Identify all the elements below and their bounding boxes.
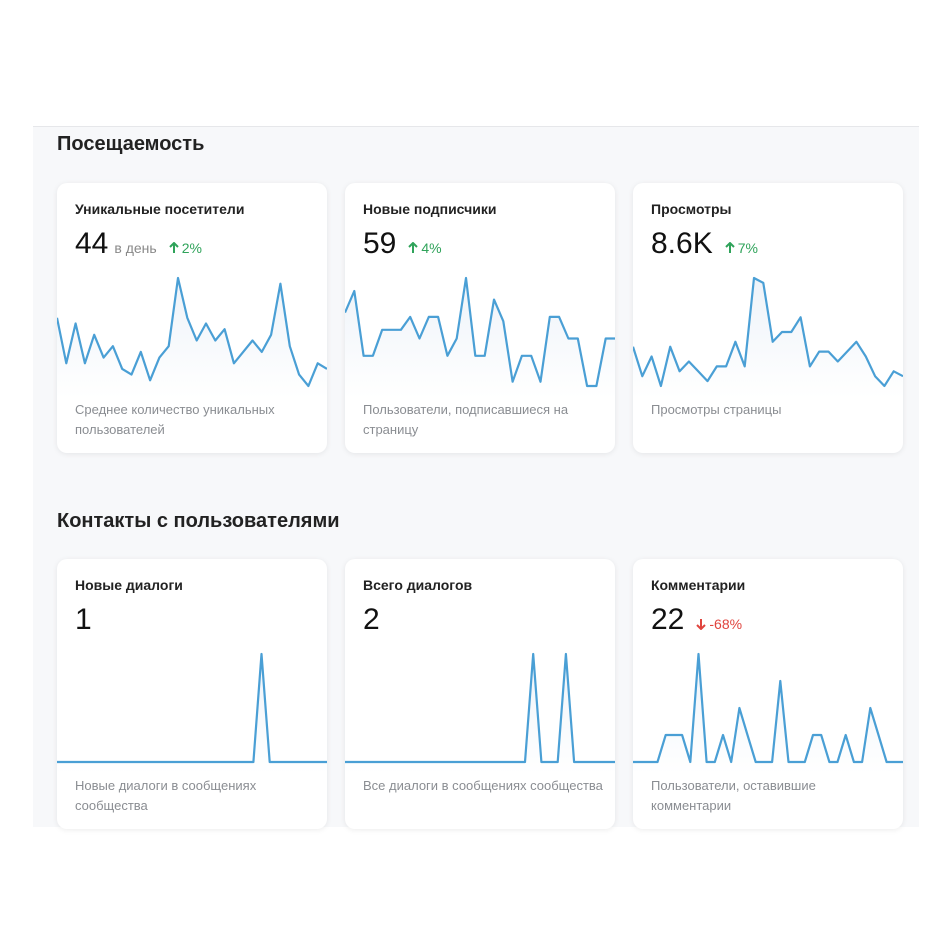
delta-value: 7% <box>737 240 758 256</box>
value-row: 22 -68% <box>651 603 742 637</box>
card-new-subscribers[interactable]: Новые подписчики 59 4% Пользователи, под… <box>345 183 615 453</box>
delta-value: 2% <box>181 240 202 256</box>
card-title: Новые подписчики <box>363 201 497 217</box>
metric-delta: -68% <box>696 616 742 632</box>
sparkline-area <box>57 278 327 398</box>
card-title: Новые диалоги <box>75 577 183 593</box>
sparkline-line <box>57 276 327 388</box>
sparkline-chart <box>57 276 327 398</box>
value-row: 8.6K 7% <box>651 227 758 261</box>
section-title-user-contacts: Контакты с пользователями <box>57 510 340 532</box>
card-description: Пользователи, подписавшиеся на страницу <box>363 402 569 437</box>
delta-value: 4% <box>421 240 442 256</box>
sparkline-line <box>633 652 903 764</box>
statistics-panel: Посещаемость Уникальные посетители 44 в … <box>33 126 919 829</box>
card-description: Среднее количество уникальных пользовате… <box>75 402 275 437</box>
sparkline-area <box>345 278 615 398</box>
value-row: 44 в день 2% <box>75 227 202 261</box>
card-comments[interactable]: Комментарии 22 -68% Пользователи, остави… <box>633 559 903 829</box>
arrow-up-icon <box>168 240 182 256</box>
card-total-dialogs[interactable]: Всего диалогов 2 Все диалоги в сообщения… <box>345 559 615 829</box>
card-description: Новые диалоги в сообщениях сообщества <box>75 778 257 813</box>
metric-value: 44 <box>75 227 109 260</box>
sparkline-line <box>345 652 615 764</box>
card-description: Все диалоги в сообщениях сообщества <box>363 778 603 793</box>
metric-value: 8.6K <box>651 227 713 260</box>
sparkline-chart <box>345 652 615 774</box>
metric-delta: 7% <box>725 240 758 256</box>
card-title: Просмотры <box>651 201 732 217</box>
metric-value: 1 <box>75 603 92 636</box>
arrow-up-icon <box>725 240 738 256</box>
card-views[interactable]: Просмотры 8.6K 7% Просмотры страницы <box>633 183 903 453</box>
delta-value: -68% <box>709 616 743 632</box>
value-row: 1 <box>75 603 92 637</box>
card-new-dialogs[interactable]: Новые диалоги 1 Новые диалоги в сообщени… <box>57 559 327 829</box>
metric-delta: 4% <box>408 240 442 256</box>
arrow-up-icon <box>408 240 421 256</box>
sparkline-chart <box>633 276 903 398</box>
sparkline-area <box>57 654 327 774</box>
sparkline-line <box>57 652 327 764</box>
card-unique-visitors[interactable]: Уникальные посетители 44 в день 2% Средн… <box>57 183 327 453</box>
card-title: Уникальные посетители <box>75 201 245 217</box>
arrow-down-icon <box>696 616 709 632</box>
metric-value: 22 <box>651 603 685 636</box>
metric-unit: в день <box>114 240 157 256</box>
card-title: Комментарии <box>651 577 746 593</box>
sparkline-chart <box>345 276 615 398</box>
section-title-attendance: Посещаемость <box>57 133 205 155</box>
card-description: Пользователи, оставившие комментарии <box>651 778 816 813</box>
sparkline-line <box>633 276 903 388</box>
value-row: 2 <box>363 603 380 637</box>
metric-delta: 2% <box>168 240 202 256</box>
sparkline-chart <box>57 652 327 774</box>
card-title: Всего диалогов <box>363 577 473 593</box>
sparkline-line <box>345 276 615 388</box>
value-row: 59 4% <box>363 227 442 261</box>
metric-value: 59 <box>363 227 397 260</box>
card-description: Просмотры страницы <box>651 402 782 417</box>
sparkline-chart <box>633 652 903 774</box>
sparkline-area <box>633 278 903 398</box>
metric-value: 2 <box>363 603 380 636</box>
